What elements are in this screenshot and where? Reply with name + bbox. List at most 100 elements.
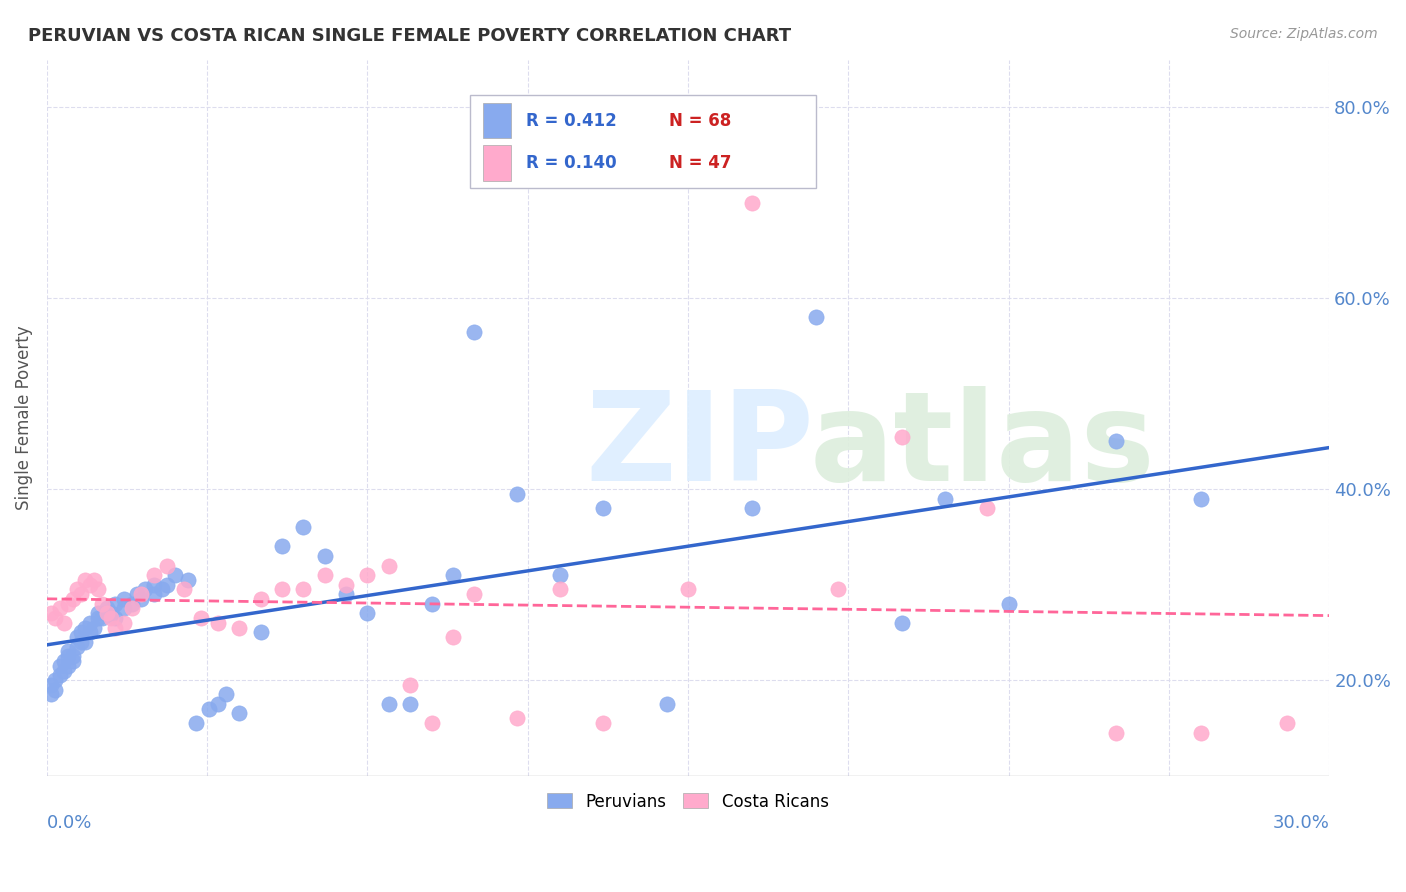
Point	[463, 587, 485, 601]
Point	[129, 591, 152, 606]
Point	[96, 606, 118, 620]
Point	[75, 621, 97, 635]
Point	[335, 577, 357, 591]
Point	[228, 706, 250, 721]
Point	[58, 658, 80, 673]
Point	[70, 587, 93, 601]
Point	[142, 568, 165, 582]
Point	[112, 601, 135, 615]
Point	[44, 682, 66, 697]
Point	[399, 678, 422, 692]
Point	[87, 606, 110, 620]
Point	[741, 501, 763, 516]
Point	[83, 621, 105, 635]
Point	[198, 701, 221, 715]
Point	[335, 587, 357, 601]
Point	[66, 640, 89, 654]
Point	[249, 591, 271, 606]
Point	[66, 630, 89, 644]
Text: Source: ZipAtlas.com: Source: ZipAtlas.com	[1230, 27, 1378, 41]
Point	[83, 573, 105, 587]
Point	[39, 687, 62, 701]
Point	[96, 601, 118, 615]
Point	[87, 611, 110, 625]
Point	[79, 577, 101, 591]
Point	[186, 716, 208, 731]
Point	[177, 573, 200, 587]
Point	[75, 573, 97, 587]
Point	[91, 611, 114, 625]
Point	[655, 697, 678, 711]
Point	[87, 582, 110, 597]
Point	[121, 601, 143, 615]
Y-axis label: Single Female Poverty: Single Female Poverty	[15, 326, 32, 510]
Point	[271, 582, 294, 597]
Point	[378, 697, 401, 711]
Point	[44, 673, 66, 687]
Point	[100, 606, 122, 620]
Point	[70, 635, 93, 649]
Point	[548, 568, 571, 582]
Point	[314, 568, 336, 582]
Point	[441, 568, 464, 582]
Point	[827, 582, 849, 597]
Point	[79, 615, 101, 630]
Point	[292, 582, 315, 597]
Point	[207, 697, 229, 711]
Point	[1104, 725, 1126, 739]
Text: 0.0%: 0.0%	[46, 814, 93, 832]
Point	[173, 582, 195, 597]
Point	[53, 654, 76, 668]
Point	[271, 540, 294, 554]
Point	[292, 520, 315, 534]
Point	[53, 615, 76, 630]
Point	[228, 621, 250, 635]
Point	[420, 716, 443, 731]
Point	[62, 591, 84, 606]
Point	[806, 310, 828, 325]
Point	[976, 501, 998, 516]
Point	[104, 597, 127, 611]
Point	[142, 587, 165, 601]
Point	[100, 611, 122, 625]
Text: R = 0.140: R = 0.140	[526, 154, 617, 172]
Point	[548, 582, 571, 597]
Point	[66, 582, 89, 597]
Text: N = 47: N = 47	[669, 154, 731, 172]
FancyBboxPatch shape	[482, 103, 512, 138]
Point	[48, 601, 70, 615]
Point	[890, 615, 912, 630]
Point	[48, 668, 70, 682]
Point	[91, 597, 114, 611]
FancyBboxPatch shape	[470, 95, 817, 188]
Point	[378, 558, 401, 573]
Point	[506, 487, 529, 501]
Text: atlas: atlas	[810, 385, 1156, 507]
Point	[165, 568, 187, 582]
Text: R = 0.412: R = 0.412	[526, 112, 617, 129]
Text: PERUVIAN VS COSTA RICAN SINGLE FEMALE POVERTY CORRELATION CHART: PERUVIAN VS COSTA RICAN SINGLE FEMALE PO…	[28, 27, 792, 45]
Point	[1104, 434, 1126, 449]
Point	[121, 597, 143, 611]
Point	[155, 558, 177, 573]
Point	[399, 697, 422, 711]
Point	[463, 325, 485, 339]
Point	[104, 621, 127, 635]
Legend: Peruvians, Costa Ricans: Peruvians, Costa Ricans	[541, 786, 835, 817]
Point	[70, 625, 93, 640]
Point	[997, 597, 1019, 611]
Point	[592, 716, 614, 731]
Point	[207, 615, 229, 630]
Point	[125, 587, 148, 601]
Point	[48, 658, 70, 673]
Point	[58, 597, 80, 611]
Point	[934, 491, 956, 506]
Point	[314, 549, 336, 563]
Point	[890, 430, 912, 444]
Point	[356, 568, 378, 582]
Point	[39, 678, 62, 692]
Point	[58, 649, 80, 664]
Point	[215, 687, 238, 701]
Point	[62, 649, 84, 664]
Point	[1189, 725, 1212, 739]
